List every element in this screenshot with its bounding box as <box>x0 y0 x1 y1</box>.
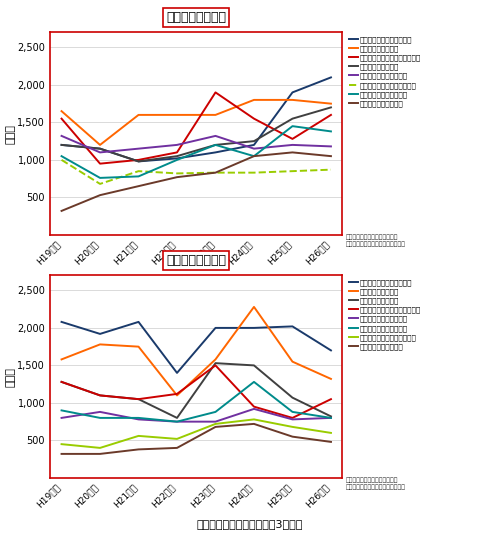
Text: 「松江市中心市街地活性化基本
計画」フォローアップをもとに作成: 「松江市中心市街地活性化基本 計画」フォローアップをもとに作成 <box>346 235 406 247</box>
Text: －休日の通行量－: －休日の通行量－ <box>166 254 226 267</box>
Y-axis label: （人）: （人） <box>6 367 16 387</box>
Text: 「松江市中心市街地活性化基本
計画」フォローアップをもとに作成: 「松江市中心市街地活性化基本 計画」フォローアップをもとに作成 <box>346 478 406 490</box>
Legend: イオン松江西側高架下付近, 松江駅西駐輪場付近, 南殿町・サンラボーむらくも前, 京店・千茶荘前付近, 駅本通り・ポートビア前, 中央通・島根県不動産会館前, : イオン松江西側高架下付近, 松江駅西駐輪場付近, 南殿町・サンラボーむらくも前,… <box>349 36 421 107</box>
Text: －平日の通行量－: －平日の通行量－ <box>166 11 226 24</box>
Text: 通行量調査　松なか通信第3号より: 通行量調査 松なか通信第3号より <box>197 519 303 529</box>
Y-axis label: （人）: （人） <box>6 124 16 144</box>
Legend: イオン松江西側高架下付近, 松江駅西駐輪場付近, 京店・千茶荘前付近, 南殿町・サンラボーむらくも前, 駅本通り・ポートビア前, 松江しんじ湖温泉駅南側, 中央: イオン松江西側高架下付近, 松江駅西駐輪場付近, 京店・千茶荘前付近, 南殿町・… <box>349 279 421 350</box>
